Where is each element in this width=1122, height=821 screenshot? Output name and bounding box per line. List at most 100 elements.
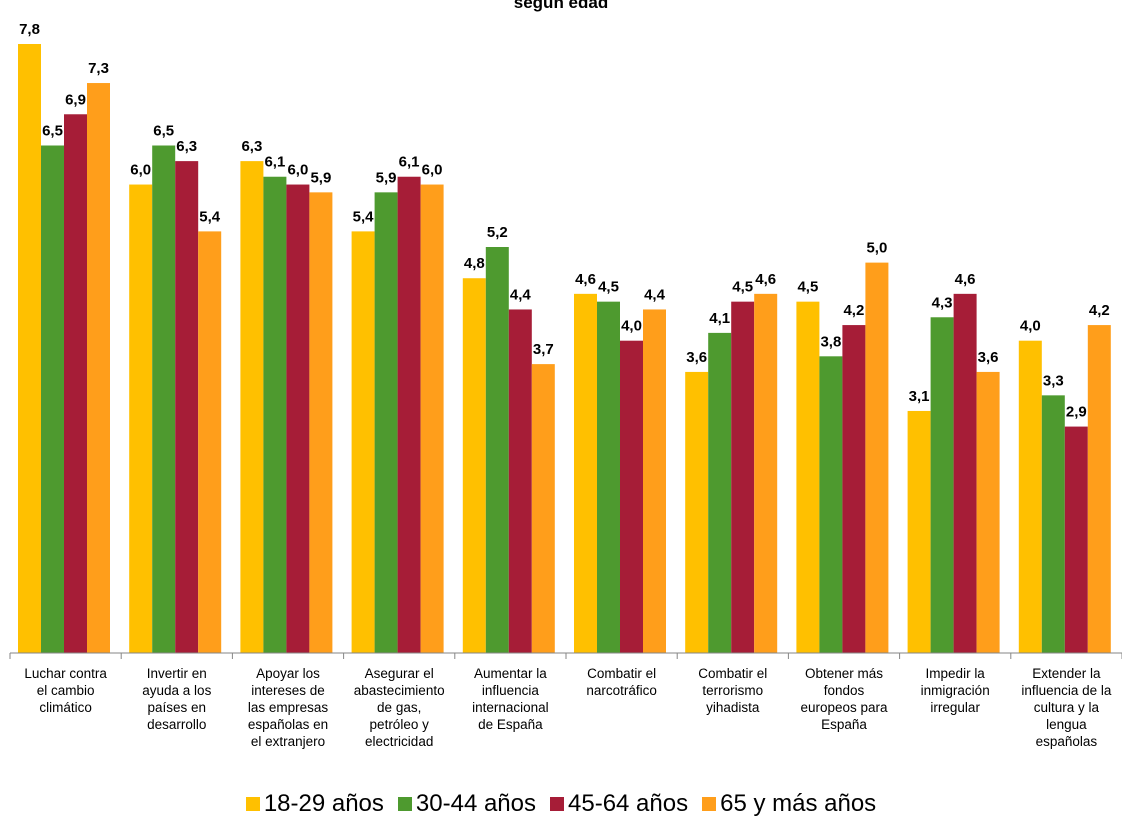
value-labels-group: 7,86,56,97,36,06,56,35,46,36,1 6,0 5,95,45… <box>19 21 1110 421</box>
data-label: 5,4 <box>353 208 375 225</box>
data-label: 4,0 <box>621 318 642 335</box>
data-label: 4,5 <box>797 279 818 296</box>
data-label: 6,0 <box>130 162 151 179</box>
chart-title: según edad <box>514 0 608 12</box>
bar <box>531 364 555 653</box>
bar <box>198 231 222 653</box>
bar <box>1087 325 1111 653</box>
bar <box>842 325 866 653</box>
data-label: 4,4 <box>644 286 666 303</box>
data-label: 6,3 <box>176 138 197 155</box>
data-label: 4,6 <box>575 271 596 288</box>
bar <box>819 356 843 653</box>
bar <box>41 145 64 653</box>
legend: 18-29 años 30-44 años 45-64 años 65 y más a… <box>0 790 1122 818</box>
category-label: Aumentar la influencia internacional de Esp… <box>472 666 549 732</box>
bar <box>907 410 931 653</box>
category-label: Obtener más fondos europeos para España <box>800 666 888 732</box>
data-label: 5,9 <box>310 169 331 186</box>
data-label: 6,5 <box>42 123 63 140</box>
legend-label: 65 y más años <box>720 790 877 817</box>
data-label: 3,8 <box>820 333 841 350</box>
legend-swatch <box>550 797 564 811</box>
bar <box>18 44 41 653</box>
bar <box>643 309 666 653</box>
category-label: Luchar contra el cambio climático <box>24 666 107 715</box>
bar <box>1018 340 1042 653</box>
bar <box>574 293 597 653</box>
legend-swatch <box>245 797 260 811</box>
data-label: 3,7 <box>533 341 554 358</box>
bar <box>286 184 310 654</box>
bar <box>87 83 110 654</box>
legend-item: 45-64 años <box>550 790 688 818</box>
category-label: Impedir la inmigración irregular <box>921 666 990 715</box>
bar <box>685 371 709 653</box>
category-labels-group: Luchar contra el cambio climático Invertir … <box>24 666 1112 749</box>
data-label: 4,2 <box>1089 302 1110 319</box>
bar <box>374 192 398 653</box>
data-label: 4,1 <box>709 310 730 327</box>
data-label: 6,1 <box>399 154 420 171</box>
data-label: 5,2 <box>487 224 508 241</box>
legend-swatch <box>702 797 717 811</box>
legend-label: 30-44 años <box>415 790 536 817</box>
data-label: 7,3 <box>88 60 109 77</box>
bar <box>240 161 264 653</box>
bar <box>263 176 287 653</box>
bar <box>129 184 153 654</box>
data-label: 4,3 <box>932 294 953 311</box>
bar <box>930 317 954 653</box>
bar <box>865 262 889 653</box>
data-label: 3,6 <box>978 349 999 366</box>
category-label: Combatir el terrorismo yihadista <box>698 666 767 715</box>
data-label: 4,2 <box>843 302 864 319</box>
data-label: 3,1 <box>909 388 930 405</box>
data-label: 5,4 <box>199 208 221 225</box>
bar <box>420 184 444 654</box>
bars-group <box>18 44 1111 654</box>
bar <box>64 114 87 654</box>
data-label: 4,8 <box>464 255 485 272</box>
data-label: 6,9 <box>65 91 86 108</box>
category-label: Apoyar los intereses de las empresas españo… <box>248 666 329 749</box>
data-label: 5,9 <box>376 169 397 186</box>
data-label: 3,3 <box>1043 372 1064 389</box>
chart-canvas: según edad 7,86,56,97,36,06,56,35,46,36,… <box>9 0 1122 749</box>
data-label: 6,1 <box>264 154 285 171</box>
bar <box>485 247 509 653</box>
bar <box>796 301 820 653</box>
bar <box>351 231 375 653</box>
data-label: 4,4 <box>510 286 532 303</box>
data-label: 6,0 <box>422 162 443 179</box>
category-label: Combatir el narcotráfico <box>586 666 657 698</box>
data-label: 6,5 <box>153 123 174 140</box>
legend-swatch <box>397 797 412 811</box>
data-label: 4,6 <box>755 271 776 288</box>
category-label: Asegurar el abastecimiento de gas, petróleo… <box>354 666 445 749</box>
legend-item: 30-44 años <box>397 790 536 818</box>
bar <box>953 293 977 653</box>
bar <box>1041 395 1065 653</box>
x-axis <box>9 652 1122 659</box>
bar <box>708 332 732 653</box>
data-label: 4,5 <box>598 279 619 296</box>
data-label: 7,8 <box>19 21 40 38</box>
data-label: 3,6 <box>686 349 707 366</box>
bar <box>309 192 333 653</box>
data-label: 4,0 <box>1020 318 1041 335</box>
legend-label: 18-29 años <box>263 790 384 817</box>
bar <box>1064 426 1088 653</box>
legend-item: 18-29 años <box>245 790 384 818</box>
data-label: 4,6 <box>955 271 976 288</box>
bar <box>754 293 778 653</box>
bar <box>462 278 486 653</box>
category-label: Extender la influencia de la cultura y la l… <box>1021 666 1112 749</box>
bar <box>508 309 532 653</box>
data-label: 6,0 <box>287 162 308 179</box>
legend-item: 65 y más años <box>702 790 876 818</box>
bar <box>976 371 1000 653</box>
data-label: 2,9 <box>1066 404 1087 421</box>
bar <box>175 161 199 653</box>
bar <box>620 340 643 653</box>
